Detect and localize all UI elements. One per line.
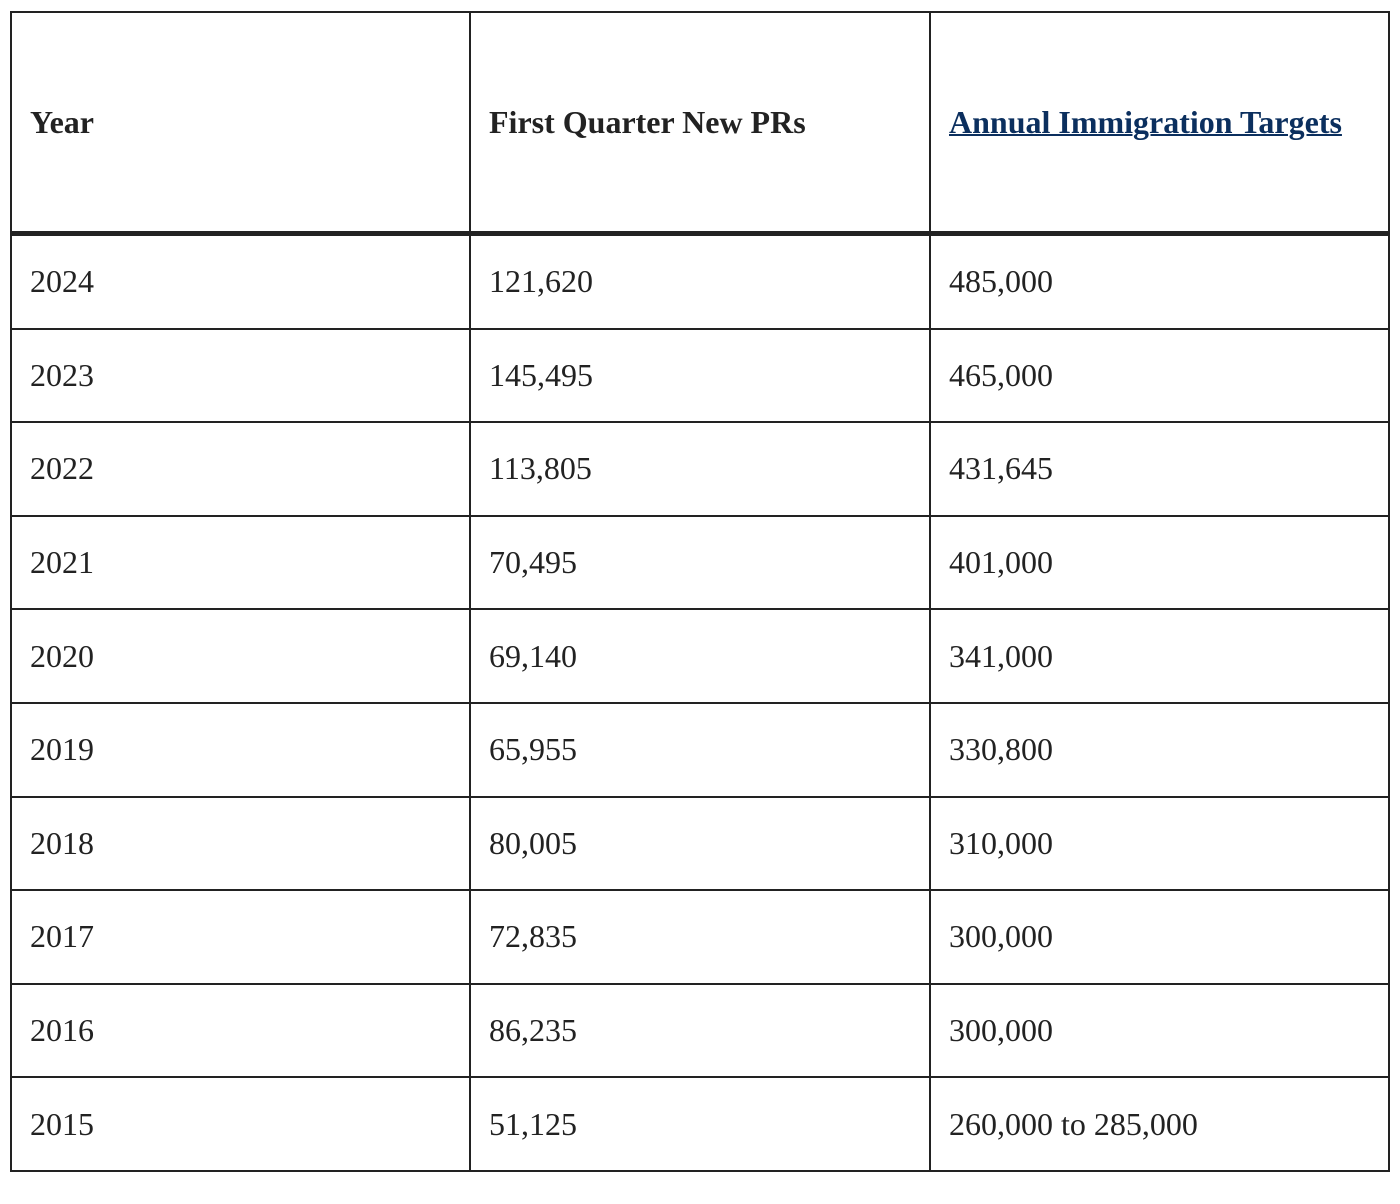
table-cell: 121,620: [469, 232, 931, 330]
table-cell: 431,645: [929, 421, 1390, 517]
table-cell: 113,805: [469, 421, 931, 517]
table-cell: 145,495: [469, 327, 931, 424]
table-row: 2020 69,140 341,000: [10, 608, 1390, 704]
table-row: 2019 65,955 330,800: [10, 701, 1390, 798]
table-cell: 401,000: [929, 514, 1390, 611]
table-cell: 70,495: [469, 514, 931, 611]
table-cell: 485,000: [929, 232, 1390, 330]
table-cell: 2018: [10, 795, 471, 892]
table-cell: 310,000: [929, 795, 1390, 892]
header-cell: First Quarter New PRs: [469, 11, 931, 236]
table-cell: 2016: [10, 982, 471, 1079]
table-cell: 2021: [10, 514, 471, 611]
table-cell: 2022: [10, 421, 471, 517]
header-row: Year First Quarter New PRs Annual Immigrat…: [10, 11, 1390, 236]
table-cell: 260,000 to 285,000: [929, 1076, 1390, 1172]
table-row: 2021 70,495 401,000: [10, 514, 1390, 611]
table-row: 2015 51,125 260,000 to 285,000: [10, 1076, 1390, 1172]
table-cell: 330,800: [929, 701, 1390, 798]
table-cell: 300,000: [929, 982, 1390, 1079]
table-cell: 341,000: [929, 608, 1390, 704]
table-cell: 2019: [10, 701, 471, 798]
table-cell: 2024: [10, 232, 471, 330]
table-row: 2018 80,005 310,000: [10, 795, 1390, 892]
table-body: 2024 121,620 485,000 2023 145,495 465,000 2022…: [10, 232, 1390, 1172]
table-row: 2017 72,835 300,000: [10, 889, 1390, 985]
table-cell: 2023: [10, 327, 471, 424]
table-row: 2023 145,495 465,000: [10, 327, 1390, 424]
header-link[interactable]: Annual Immigration Targets: [949, 104, 1342, 140]
table-row: 2016 86,235 300,000: [10, 982, 1390, 1079]
table-cell: 2020: [10, 608, 471, 704]
table-cell: 65,955: [469, 701, 931, 798]
header-cell: Annual Immigration Targets: [929, 11, 1390, 236]
table-cell: 72,835: [469, 889, 931, 985]
table-cell: 80,005: [469, 795, 931, 892]
table-row: 2024 121,620 485,000: [10, 232, 1390, 330]
table-cell: 69,140: [469, 608, 931, 704]
header-cell: Year: [10, 11, 471, 236]
table-cell: 2015: [10, 1076, 471, 1172]
table-cell: 465,000: [929, 327, 1390, 424]
data-table: Year First Quarter New PRs Annual Immigrat…: [10, 11, 1390, 1172]
table-cell: 86,235: [469, 982, 931, 1079]
table-cell: 2017: [10, 889, 471, 985]
table-header: Year First Quarter New PRs Annual Immigrat…: [10, 11, 1390, 236]
table-cell: 51,125: [469, 1076, 931, 1172]
table-cell: 300,000: [929, 889, 1390, 985]
table-row: 2022 113,805 431,645: [10, 421, 1390, 517]
